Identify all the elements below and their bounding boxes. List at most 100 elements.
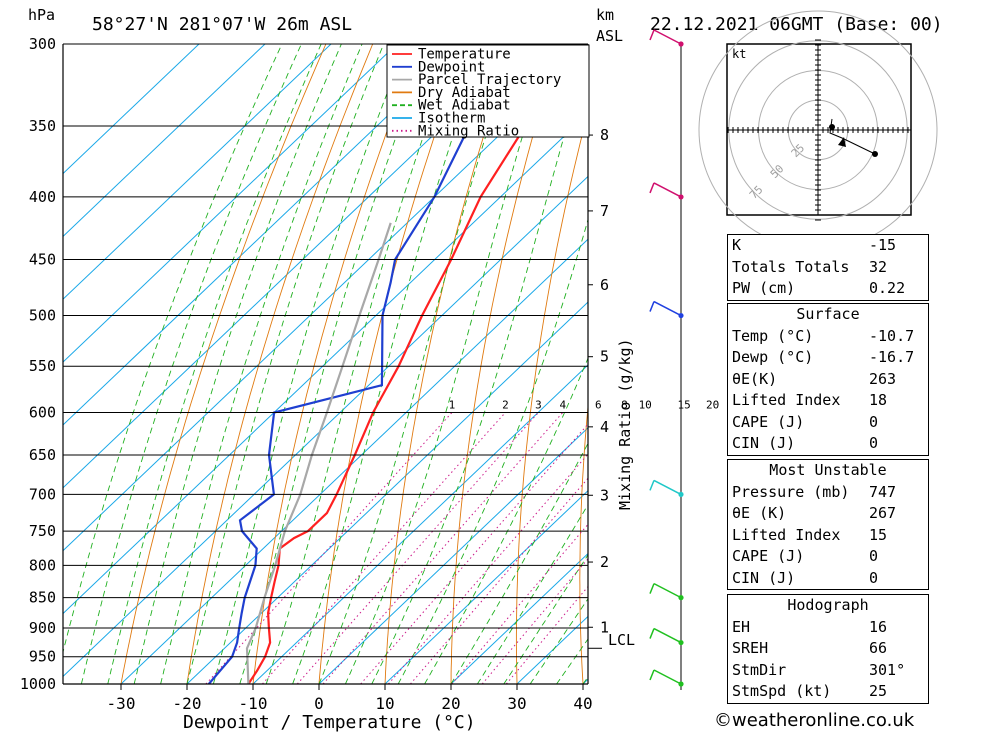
basic-index-label: Totals Totals — [732, 257, 850, 276]
mu-index-row: Pressure (mb) 747 — [728, 482, 928, 504]
pressure-tick-label: 650 — [29, 446, 56, 464]
isotherm-line — [63, 112, 588, 615]
mu-index-label: θE (K) — [732, 504, 787, 522]
height-tick-label: 2 — [600, 553, 609, 571]
basic-index-label: K — [732, 236, 742, 254]
temperature-tick-label: -10 — [239, 694, 268, 713]
wet-adiabat-line — [424, 357, 588, 684]
indices-panel-hodograph: Hodograph EH 16 SREH 66 StmDir 301° StmSpd (kt… — [727, 594, 929, 704]
pressure-tick-label: 600 — [29, 403, 56, 421]
mixing-ratio-axis-label: Mixing Ratio (g/kg) — [616, 338, 634, 510]
height-tick-label: 8 — [600, 126, 609, 144]
surface-index-value: -10.7 — [869, 326, 915, 345]
most-unstable-title: Most Unstable — [769, 461, 887, 479]
dry-adiabat-line — [450, 44, 561, 684]
isotherm-line — [63, 44, 266, 238]
mu-index-value: 15 — [869, 525, 888, 544]
pressure-tick-label: 950 — [29, 648, 56, 666]
dry-adiabat-line — [974, 44, 1000, 684]
storm-motion-marker — [838, 137, 846, 147]
isotherm-line — [63, 44, 530, 489]
pressure-tick-label: 900 — [29, 619, 56, 637]
mixing-ratio-line — [262, 412, 506, 684]
temperature-tick-label: 30 — [507, 694, 526, 713]
legend-label: Temperature — [418, 47, 511, 63]
hodo-index-value: 16 — [869, 617, 888, 636]
mu-index-value: 0 — [869, 547, 879, 565]
surface-index-label: CAPE (J) — [732, 412, 805, 431]
surface-index-value: 263 — [869, 369, 897, 388]
wind-barb — [653, 582, 682, 599]
temperature-tick-label: -20 — [173, 694, 202, 713]
basic-index-row: PW (cm) 0.22 — [728, 278, 928, 300]
temperature-tick-label: 40 — [573, 694, 592, 713]
surface-index-row: Lifted Index 18 — [728, 390, 928, 412]
isotherm-line — [384, 489, 588, 684]
temperature-tick-label: 10 — [375, 694, 394, 713]
mu-index-row: Lifted Index 15 — [728, 525, 928, 547]
isotherm-line — [450, 552, 588, 684]
mu-index-value: 0 — [869, 568, 879, 587]
mu-index-row: CAPE (J) 0 — [728, 546, 928, 568]
basic-index-value: 0.22 — [869, 279, 906, 297]
pressure-tick-label: 850 — [29, 589, 56, 607]
wet-adiabat-line — [292, 44, 485, 684]
isotherm-line — [120, 238, 588, 684]
wind-barb-flag — [649, 669, 655, 681]
basic-index-row: K -15 — [728, 235, 928, 257]
hodo-index-label: SREH — [732, 639, 769, 657]
hodograph-unit-label: kt — [732, 47, 746, 61]
wet-adiabat-line — [160, 44, 363, 684]
wet-adiabat-line — [107, 44, 322, 684]
legend-label: Isotherm — [418, 111, 485, 127]
pressure-tick-label: 300 — [29, 35, 56, 53]
hodo-index-value: 301° — [869, 660, 906, 679]
temperature-tick-label: 20 — [441, 694, 460, 713]
pressure-tick-label: 500 — [29, 307, 56, 325]
wind-barb — [653, 479, 682, 496]
hodograph-indices-title: Hodograph — [787, 596, 869, 614]
mu-index-value: 267 — [869, 504, 897, 522]
height-unit-sub-label: ASL — [596, 27, 623, 45]
pressure-tick-label: 700 — [29, 485, 56, 503]
basic-index-value: -15 — [869, 236, 897, 254]
mu-index-label: CAPE (J) — [732, 547, 805, 565]
mixing-ratio-line — [296, 412, 539, 684]
mu-index-value: 747 — [869, 482, 897, 501]
surface-title: Surface — [796, 305, 860, 323]
location-title: 58°27'N 281°07'W 26m ASL — [92, 14, 352, 35]
wind-barb-flag — [649, 628, 655, 639]
legend-label: Mixing Ratio — [418, 123, 519, 139]
wind-barb — [653, 29, 682, 45]
wind-barb-flag — [649, 182, 655, 194]
mixing-ratio-tick-label: 2 — [502, 398, 509, 411]
surface-index-label: CIN (J) — [732, 434, 796, 452]
wind-barb — [653, 627, 682, 644]
datetime-title: 22.12.2021 06GMT (Base: 00) — [650, 14, 943, 35]
wind-barb-flag — [649, 301, 655, 312]
height-tick-label: 6 — [600, 276, 609, 294]
mixing-ratio-tick-label: 20 — [706, 398, 719, 411]
isotherm-line — [63, 44, 398, 363]
isotherm-line — [63, 44, 200, 175]
isotherm-line — [63, 44, 464, 426]
temperature-tick-label: -30 — [107, 694, 136, 713]
wet-adiabat-line — [133, 44, 342, 684]
basic-index-label: PW (cm) — [732, 279, 796, 297]
surface-index-row: CIN (J) 0 — [728, 433, 928, 455]
height-tick-label: 1 — [600, 618, 609, 636]
pressure-tick-label: 350 — [29, 117, 56, 135]
surface-index-row: Dewp (°C) -16.7 — [728, 347, 928, 369]
surface-index-row: θE(K) 263 — [728, 369, 928, 391]
wet-adiabat-line — [186, 44, 385, 684]
chart-plot-area: 1234681015202510009509008508007507006506… — [20, 35, 1000, 713]
isotherm-line — [63, 175, 588, 678]
pressure-tick-label: 550 — [29, 357, 56, 375]
mu-index-row: CIN (J) 0 — [728, 568, 928, 590]
credit-text: ©weatheronline.co.uk — [714, 710, 915, 731]
dry-adiabat-line — [120, 44, 327, 684]
wet-adiabat-line — [371, 53, 588, 684]
